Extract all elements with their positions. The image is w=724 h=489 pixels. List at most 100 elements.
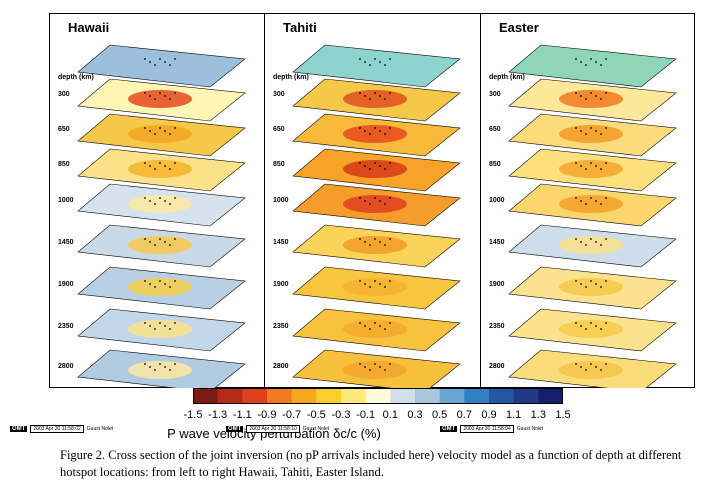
colorbar-tick-label: -0.1 — [356, 409, 376, 421]
depth-label: 2800 — [273, 363, 289, 370]
colorbar-swatch — [217, 388, 243, 404]
depth-label: 1000 — [489, 197, 505, 204]
map-slice — [508, 148, 677, 192]
depth-label: 850 — [273, 161, 285, 168]
map-slice — [292, 224, 461, 268]
depth-label: 1000 — [273, 197, 289, 204]
colorbar-swatch — [439, 388, 465, 404]
gmt-date: 2003 Apr 30 11:58:02 — [30, 425, 84, 433]
gmt-tag: GMT — [226, 426, 244, 432]
colorbar-tick-label: 1.3 — [530, 409, 546, 421]
colorbar-swatch — [415, 388, 440, 404]
colorbar-swatch — [316, 388, 342, 404]
map-slice — [77, 113, 246, 157]
column-divider — [480, 13, 481, 388]
gmt-author: Guust Nolet — [516, 426, 544, 432]
map-slice — [508, 224, 677, 268]
map-slice — [508, 266, 677, 310]
figure-caption: Figure 2. Cross section of the joint inv… — [60, 448, 682, 479]
map-slice — [77, 44, 246, 88]
map-slice — [508, 113, 677, 157]
colorbar-swatch — [341, 388, 366, 404]
depth-label: 850 — [489, 161, 501, 168]
colorbar-title: P wave velocity perturbation δc/c (%) — [167, 426, 381, 441]
colorbar-tick-label: 1.1 — [506, 409, 522, 421]
gmt-stamp: GMT 2003 Apr 30 11:58:02 Guust Nolet — [10, 425, 113, 433]
gmt-date: 2003 Apr 30 11:58:10 — [246, 425, 300, 433]
colorbar-swatch — [267, 388, 292, 404]
column-divider — [264, 13, 265, 388]
colorbar-swatch — [464, 388, 490, 404]
gmt-stamp: GMT 2003 Apr 30 11:58:04 Guust Nolet — [440, 425, 543, 433]
colorbar-swatch — [242, 388, 268, 404]
depth-label: 2350 — [273, 323, 289, 330]
depth-label: 300 — [273, 91, 285, 98]
map-slice — [508, 78, 677, 122]
depth-label: 2350 — [489, 323, 505, 330]
map-slice — [292, 148, 461, 192]
map-slice — [508, 308, 677, 352]
depth-header: depth (km) — [58, 74, 94, 81]
map-slice — [292, 113, 461, 157]
gmt-author: Guust Nolet — [302, 426, 330, 432]
depth-header: depth (km) — [273, 74, 309, 81]
colorbar-tick-label: -0.5 — [306, 409, 326, 421]
map-slice — [77, 78, 246, 122]
colorbar-tick-label: 0.5 — [432, 409, 448, 421]
colorbar-tick-label: -1.5 — [183, 409, 203, 421]
panel-title: Tahiti — [283, 20, 317, 35]
colorbar-swatch — [291, 388, 317, 404]
colorbar-swatch — [193, 388, 218, 404]
map-slice — [292, 78, 461, 122]
colorbar-tick-label: -1.1 — [232, 409, 252, 421]
panel-easter: Easter depth (km) 300 650 850 1000 1450 … — [481, 13, 696, 388]
depth-label: 1900 — [58, 281, 74, 288]
depth-header: depth (km) — [489, 74, 525, 81]
colorbar-swatch — [513, 388, 539, 404]
depth-label: 1000 — [58, 197, 74, 204]
depth-label: 300 — [58, 91, 70, 98]
colorbar-swatches — [193, 388, 563, 404]
colorbar-swatch — [365, 388, 391, 404]
colorbar-tick-label: 0.1 — [382, 409, 398, 421]
map-slice — [292, 183, 461, 227]
map-slice — [77, 183, 246, 227]
slice-stack — [508, 44, 677, 388]
panel-title: Easter — [499, 20, 539, 35]
gmt-author: Guust Nolet — [86, 426, 114, 432]
depth-label: 1450 — [58, 239, 74, 246]
colorbar-swatch — [390, 388, 416, 404]
colorbar-swatch — [538, 388, 563, 404]
gmt-tag: GMT — [440, 426, 458, 432]
map-slice — [292, 266, 461, 310]
colorbar-tick-label: 1.5 — [555, 409, 571, 421]
map-slice — [508, 44, 677, 88]
depth-label: 650 — [273, 126, 285, 133]
map-slice — [77, 148, 246, 192]
panel-hawaii: Hawaii depth (km) 300 650 850 1000 1450 … — [50, 13, 265, 388]
colorbar-tick-label: -0.3 — [331, 409, 351, 421]
slice-stack — [77, 44, 246, 388]
depth-label: 2800 — [58, 363, 74, 370]
figure-frame — [49, 13, 695, 388]
map-slice — [508, 183, 677, 227]
depth-label: 2800 — [489, 363, 505, 370]
depth-label: 2350 — [58, 323, 74, 330]
gmt-date: 2003 Apr 30 11:58:04 — [460, 425, 514, 433]
map-slice — [292, 349, 461, 388]
map-slice — [292, 308, 461, 352]
panel-title: Hawaii — [68, 20, 110, 35]
depth-label: 1900 — [273, 281, 289, 288]
colorbar-tick-label: -0.7 — [282, 409, 302, 421]
gmt-tag: GMT — [10, 426, 28, 432]
depth-label: 1450 — [489, 239, 505, 246]
depth-label: 1450 — [273, 239, 289, 246]
colorbar-tick-label: 0.9 — [481, 409, 497, 421]
map-slice — [292, 44, 461, 88]
map-slice — [77, 308, 246, 352]
depth-label: 300 — [489, 91, 501, 98]
colorbar-tick-label: 0.3 — [407, 409, 423, 421]
slice-stack — [292, 44, 461, 388]
colorbar-swatch — [489, 388, 514, 404]
map-slice — [77, 266, 246, 310]
